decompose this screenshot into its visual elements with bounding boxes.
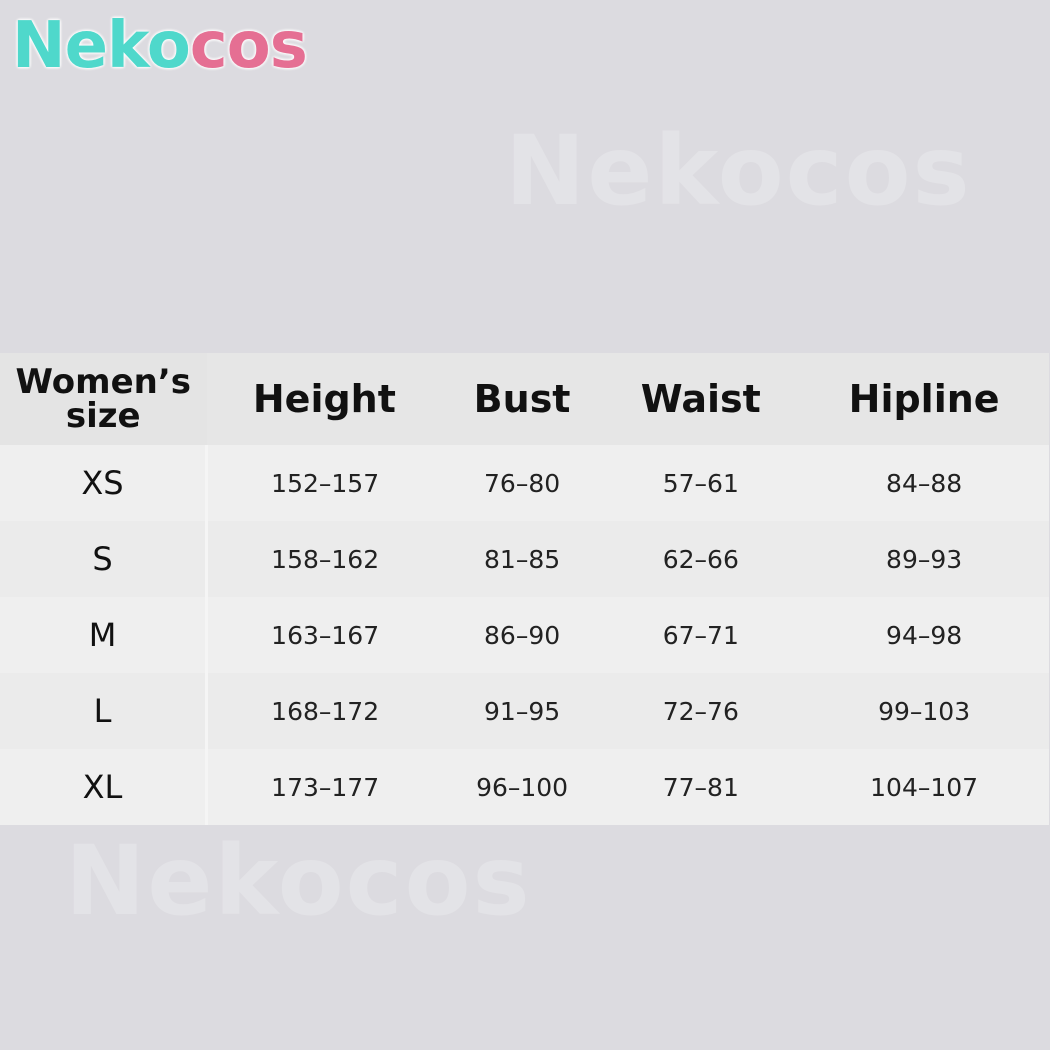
nekocos-logo: Neko cos xyxy=(12,9,308,83)
cell-hipline: 94–98 xyxy=(886,620,963,650)
header-hipline: Hipline xyxy=(848,377,1000,421)
logo-text-cos: cos xyxy=(189,9,308,83)
header-size: Women’s size xyxy=(0,353,207,445)
table-row: XS 152–157 76–80 57–61 84–88 xyxy=(0,445,1049,521)
cell-waist: 67–71 xyxy=(662,620,739,650)
cell-waist: 77–81 xyxy=(662,772,739,802)
logo-text-neko: Neko xyxy=(12,9,191,83)
cell-bust: 96–100 xyxy=(476,772,569,802)
cell-size: S xyxy=(0,521,208,597)
watermark: Nekocos xyxy=(505,115,972,227)
size-chart-table: Women’s size Height Bust Waist Hipline X… xyxy=(0,353,1050,825)
cell-height: 173–177 xyxy=(271,772,380,802)
cell-size: XL xyxy=(0,749,208,825)
cell-height: 163–167 xyxy=(271,620,380,650)
cell-waist: 62–66 xyxy=(662,544,739,574)
cell-size: XS xyxy=(0,445,208,521)
cell-hipline: 89–93 xyxy=(886,544,963,574)
header-height: Height xyxy=(252,377,396,421)
cell-waist: 72–76 xyxy=(662,696,739,726)
header-waist: Waist xyxy=(640,377,761,421)
cell-hipline: 104–107 xyxy=(870,772,979,802)
cell-hipline: 84–88 xyxy=(886,468,963,498)
header-row: Women’s size Height Bust Waist Hipline xyxy=(0,353,1049,445)
cell-size: M xyxy=(0,597,208,673)
header-bust: Bust xyxy=(473,377,571,421)
cell-hipline: 99–103 xyxy=(878,696,971,726)
cell-bust: 86–90 xyxy=(484,620,561,650)
table-row: L 168–172 91–95 72–76 99–103 xyxy=(0,673,1049,749)
cell-waist: 57–61 xyxy=(662,468,739,498)
cell-height: 152–157 xyxy=(271,468,380,498)
cell-bust: 81–85 xyxy=(484,544,561,574)
watermark: Nekocos xyxy=(65,825,532,937)
table-row: S 158–162 81–85 62–66 89–93 xyxy=(0,521,1049,597)
table-row: XL 173–177 96–100 77–81 104–107 xyxy=(0,749,1049,825)
cell-bust: 91–95 xyxy=(484,696,561,726)
cell-height: 158–162 xyxy=(271,544,380,574)
cell-size: L xyxy=(0,673,208,749)
cell-height: 168–172 xyxy=(271,696,380,726)
cell-bust: 76–80 xyxy=(484,468,561,498)
table-row: M 163–167 86–90 67–71 94–98 xyxy=(0,597,1049,673)
